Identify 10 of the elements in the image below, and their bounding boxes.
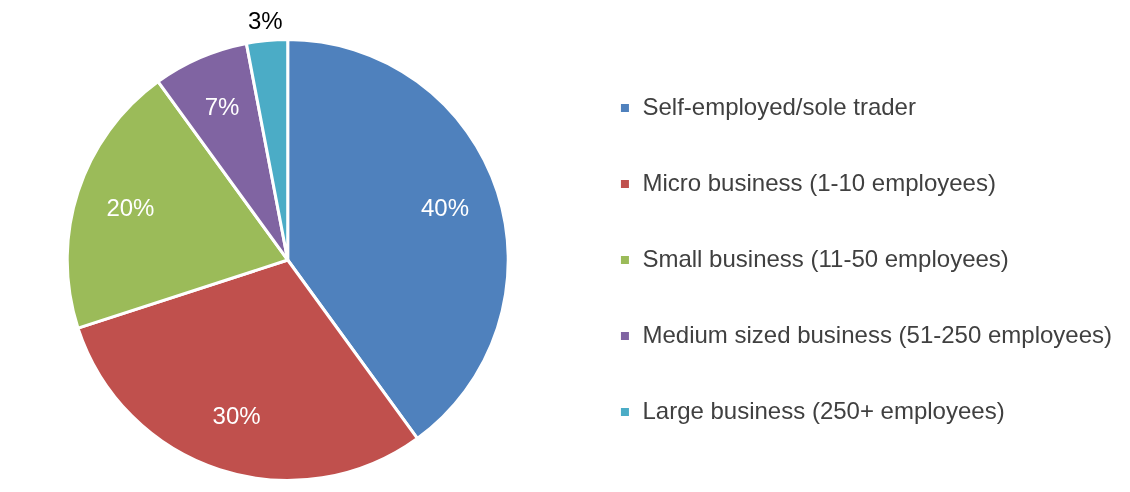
data-label: 3%: [247, 7, 283, 35]
legend-label: Small business (11-50 employees): [642, 244, 1009, 272]
data-label: 40%: [420, 193, 470, 221]
data-label: 30%: [212, 401, 261, 429]
legend-label: Micro business (1-10 employees): [642, 168, 996, 196]
data-label: 20%: [106, 193, 155, 221]
legend-label: Large business (250+ employees): [642, 396, 1005, 424]
data-label: 7%: [204, 92, 240, 120]
legend-label: Self-employed/sole trader: [642, 92, 916, 120]
legend-label: Medium sized business (51-250 employees): [642, 320, 1112, 348]
